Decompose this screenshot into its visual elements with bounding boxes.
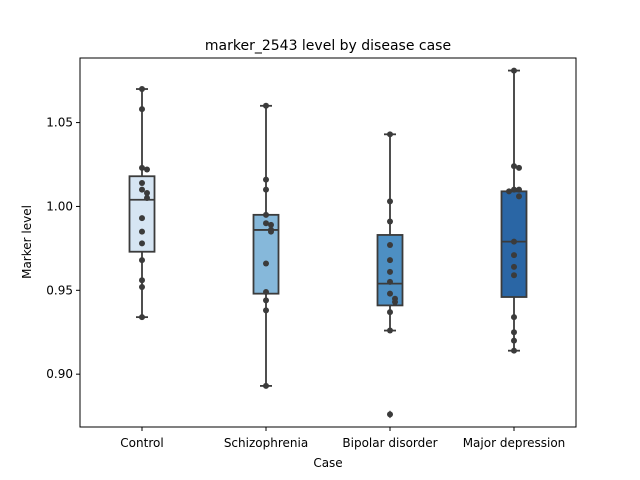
data-point <box>511 314 517 321</box>
x-tick-label: Schizophrenia <box>224 436 308 450</box>
data-point <box>387 218 393 225</box>
data-point <box>139 106 145 113</box>
data-point <box>511 238 517 245</box>
data-point <box>144 195 150 202</box>
data-point <box>139 164 145 171</box>
box-major-depression <box>500 190 528 298</box>
data-point <box>387 327 393 334</box>
data-point <box>139 283 145 290</box>
data-point <box>139 215 145 222</box>
data-point <box>139 186 145 193</box>
data-point <box>511 337 517 344</box>
data-point <box>387 131 393 138</box>
data-point <box>511 67 517 74</box>
axes: 0.90 0.95 1.00 1.05 Control Schizophrenia Bipo… <box>46 116 565 450</box>
data-point <box>387 198 393 205</box>
y-tick-label: 0.90 <box>46 367 73 381</box>
data-point <box>511 329 517 336</box>
data-point <box>139 240 145 247</box>
data-point <box>139 257 145 264</box>
data-point <box>511 272 517 279</box>
y-tick-label: 1.00 <box>46 199 73 213</box>
x-axis-label: Case <box>313 456 342 470</box>
x-tick-label: Bipolar disorder <box>342 436 437 450</box>
data-point <box>516 164 522 171</box>
data-point <box>263 176 269 183</box>
data-point <box>144 166 150 173</box>
data-point <box>139 86 145 93</box>
data-point <box>263 211 269 218</box>
data-point <box>392 299 398 306</box>
data-point <box>387 290 393 297</box>
data-point <box>268 228 274 235</box>
data-point <box>263 288 269 295</box>
chart-title: marker_2543 level by disease case <box>205 38 451 54</box>
data-point <box>263 297 269 304</box>
data-point <box>516 186 522 193</box>
data-point <box>139 314 145 321</box>
data-point <box>268 221 274 228</box>
data-point <box>263 260 269 267</box>
data-point <box>387 257 393 264</box>
data-point <box>511 186 517 193</box>
plot-area <box>128 67 528 419</box>
data-point <box>139 228 145 235</box>
plot-frame <box>79 57 577 428</box>
data-point <box>516 193 522 200</box>
data-point <box>387 268 393 275</box>
data-point <box>144 190 150 197</box>
data-point <box>506 188 512 195</box>
x-tick-label: Major depression <box>463 436 566 450</box>
box-schizophrenia <box>252 213 280 295</box>
data-point <box>387 411 393 418</box>
y-tick-label: 1.05 <box>46 116 73 130</box>
x-tick-label: Control <box>120 436 163 450</box>
data-point <box>263 102 269 109</box>
data-point <box>511 163 517 170</box>
data-point <box>263 307 269 314</box>
y-axis-label: Marker level <box>20 205 34 279</box>
y-tick-label: 0.95 <box>46 283 73 297</box>
data-point <box>387 309 393 316</box>
data-point <box>511 263 517 270</box>
data-point <box>511 347 517 354</box>
data-point <box>511 252 517 259</box>
data-point <box>263 186 269 193</box>
data-point <box>263 382 269 389</box>
data-point <box>139 179 145 186</box>
data-point <box>263 220 269 227</box>
data-point <box>387 242 393 249</box>
data-point <box>387 278 393 285</box>
data-point <box>139 277 145 284</box>
